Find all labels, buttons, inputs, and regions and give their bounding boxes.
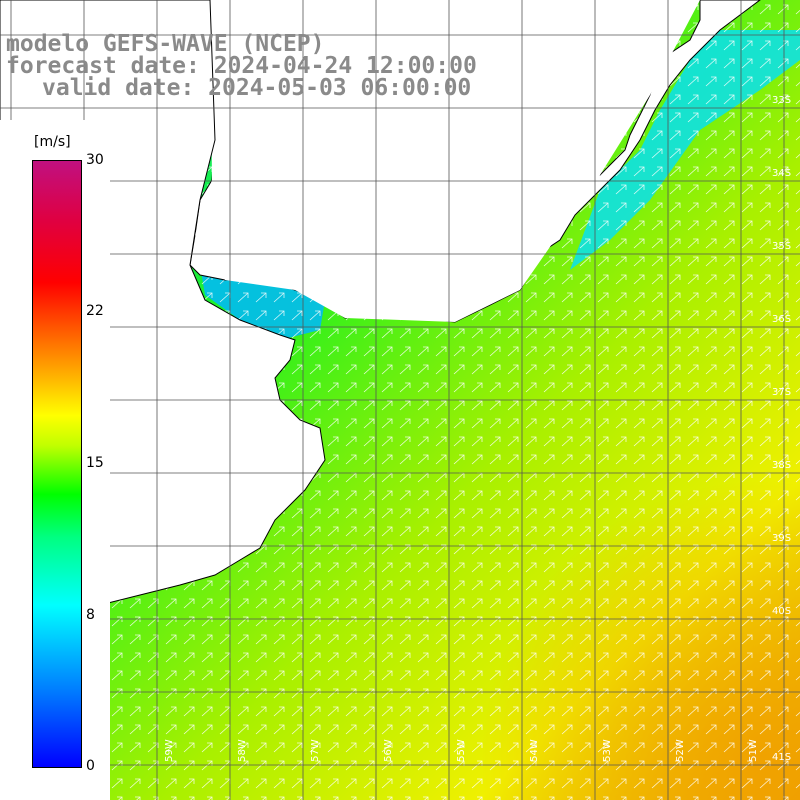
- lon-label: 56W: [382, 739, 394, 762]
- land-uruguay-inner: [195, 0, 700, 322]
- lat-label: 35S: [772, 241, 792, 252]
- lat-label: 36S: [772, 314, 792, 325]
- lon-label: 53W: [601, 739, 613, 762]
- lat-label: 33S: [772, 95, 792, 106]
- scale-tick: 22: [86, 303, 104, 319]
- lon-label: 58W: [236, 739, 248, 762]
- lat-label: 37S: [772, 387, 792, 398]
- lon-label: 55W: [455, 739, 467, 762]
- lat-label: 39S: [772, 533, 792, 544]
- color-scale: [32, 160, 82, 768]
- forecast-date: forecast date: 2024-04-24 12:00:00: [6, 53, 477, 79]
- lon-label: 61W: [17, 739, 29, 762]
- lon-label: 60W: [90, 739, 102, 762]
- scale-tick: 15: [86, 455, 104, 471]
- lat-label: 40S: [772, 606, 792, 617]
- unit-label: [m/s]: [34, 134, 71, 150]
- lon-label: 54W: [528, 739, 540, 762]
- lon-label: 57W: [309, 739, 321, 762]
- lat-label: 34S: [772, 168, 792, 179]
- lat-label: 41S: [772, 752, 792, 763]
- valid-date: valid date: 2024-05-03 06:00:00: [42, 75, 472, 101]
- lat-label: 38S: [772, 460, 792, 471]
- lon-label: 59W: [163, 739, 175, 762]
- scale-tick: 8: [86, 607, 95, 623]
- lon-label: 51W: [747, 739, 759, 762]
- scale-tick: 0: [86, 758, 95, 774]
- model-title: modelo GEFS-WAVE (NCEP): [6, 31, 325, 57]
- scale-tick: 30: [86, 152, 104, 168]
- lon-label: 52W: [674, 739, 686, 762]
